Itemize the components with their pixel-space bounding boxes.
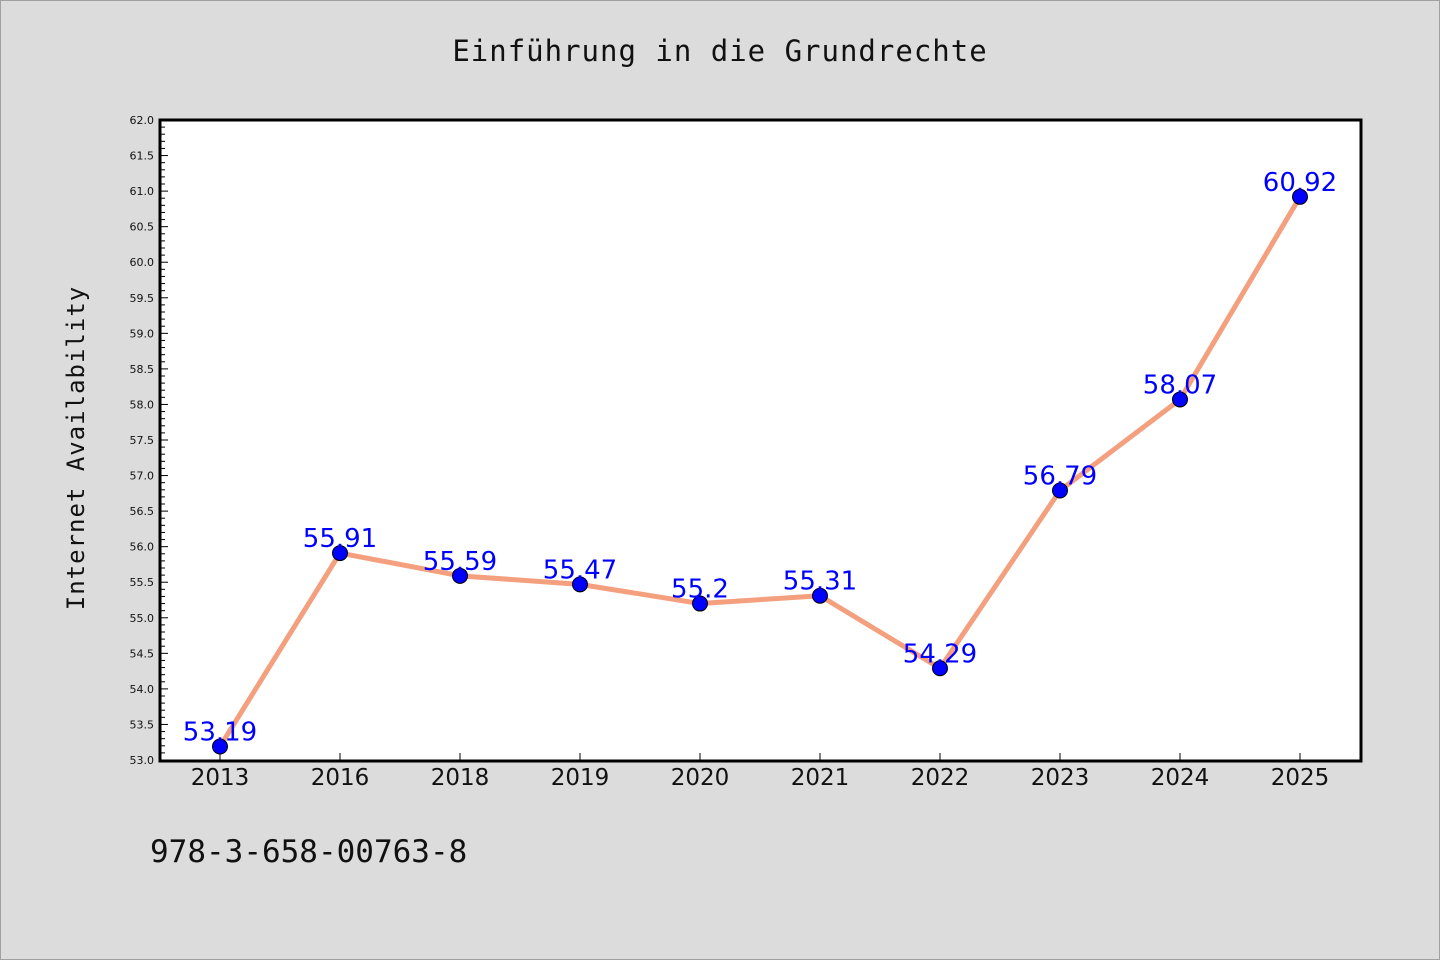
y-tick-label: 54.5 (130, 647, 155, 660)
x-tick-label: 2018 (431, 765, 490, 791)
isbn-footnote: 978-3-658-00763-8 (150, 834, 468, 870)
data-label: 53.19 (183, 717, 257, 747)
y-tick-label: 59.0 (130, 327, 155, 340)
x-tick-label: 2013 (191, 765, 250, 791)
y-tick-label: 62.0 (130, 114, 155, 127)
y-tick-label: 53.5 (130, 718, 155, 731)
x-tick-label: 2025 (1271, 765, 1330, 791)
y-tick-label: 60.0 (130, 256, 155, 269)
x-tick-label: 2024 (1151, 765, 1210, 791)
data-point-marker (812, 587, 828, 604)
x-tick-label: 2016 (311, 765, 370, 791)
y-tick-label: 57.5 (130, 434, 155, 447)
x-axis-ticks: 2013 2016 2018 2019 2020 2021 2022 2023 2024 2025 (191, 753, 1330, 791)
x-tick-label: 2021 (791, 765, 850, 791)
data-label: 55.59 (423, 547, 497, 577)
y-tick-label: 56.5 (130, 505, 155, 518)
markers-group (212, 188, 1308, 755)
data-label: 60.92 (1263, 168, 1337, 198)
x-tick-label: 2020 (671, 765, 730, 791)
plot-area (158, 118, 1363, 763)
data-point-marker (572, 576, 588, 593)
y-tick-label: 58.0 (130, 398, 155, 411)
data-point-marker (932, 660, 948, 677)
y-tick-label: 57.0 (130, 470, 155, 483)
y-tick-label: 61.0 (130, 185, 155, 198)
data-point-marker (212, 738, 228, 755)
y-tick-label: 59.5 (130, 292, 155, 305)
data-label: 55.2 (671, 575, 729, 605)
y-tick-label: 54.0 (130, 683, 155, 696)
data-label: 55.47 (543, 555, 617, 585)
x-tick-label: 2023 (1031, 765, 1090, 791)
data-label: 54.29 (903, 639, 977, 669)
data-label: 55.91 (303, 524, 377, 554)
data-point-marker (452, 567, 468, 584)
y-tick-label: 55.0 (130, 612, 155, 625)
data-labels-group: 53.19 55.91 55.59 55.47 55.2 55.31 54.29 56.79 5… (183, 168, 1337, 748)
y-tick-label: 58.5 (130, 363, 155, 376)
data-label: 55.31 (783, 567, 857, 597)
series-line-group (217, 194, 1303, 749)
data-point-marker (1052, 482, 1068, 499)
data-point-marker (332, 545, 348, 562)
y-tick-label: 53.0 (130, 754, 155, 767)
data-point-marker (1172, 391, 1188, 408)
y-tick-label: 56.0 (130, 541, 155, 554)
x-tick-label: 2019 (551, 765, 610, 791)
y-axis-ticks: 53.0 53.5 54.0 54.5 55.0 55.5 56.0 56.5 57.0 57.5… (130, 114, 168, 767)
y-tick-label: 55.5 (130, 576, 155, 589)
series-line (217, 194, 1303, 749)
data-label: 56.79 (1023, 461, 1097, 491)
y-tick-label: 60.5 (130, 221, 155, 234)
chart-title: Einführung in die Grundrechte (452, 34, 988, 68)
data-point-marker (692, 595, 708, 612)
x-tick-label: 2022 (911, 765, 970, 791)
data-label: 58.07 (1143, 370, 1217, 400)
y-tick-label: 61.5 (130, 150, 155, 163)
data-point-marker (1292, 188, 1308, 205)
